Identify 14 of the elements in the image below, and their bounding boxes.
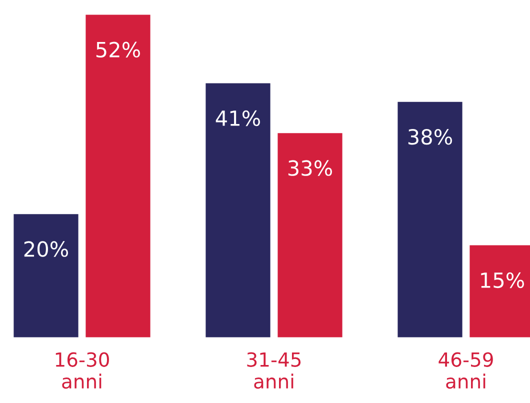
data-label: 38% [408, 129, 452, 145]
x-tick-label: 31-45 anni [247, 352, 301, 389]
bar [276, 132, 344, 338]
data-label: 20% [24, 241, 68, 257]
data-label: 41% [216, 110, 260, 126]
data-label: 52% [96, 42, 140, 58]
x-tick-label: 46-59 anni [438, 352, 493, 389]
bar [13, 212, 80, 338]
data-label: 15% [481, 272, 524, 288]
x-tick-label: 16-30 anni [56, 352, 109, 389]
bar [204, 82, 272, 338]
data-label: 33% [288, 160, 332, 176]
bar [396, 100, 464, 338]
bar [84, 14, 152, 338]
